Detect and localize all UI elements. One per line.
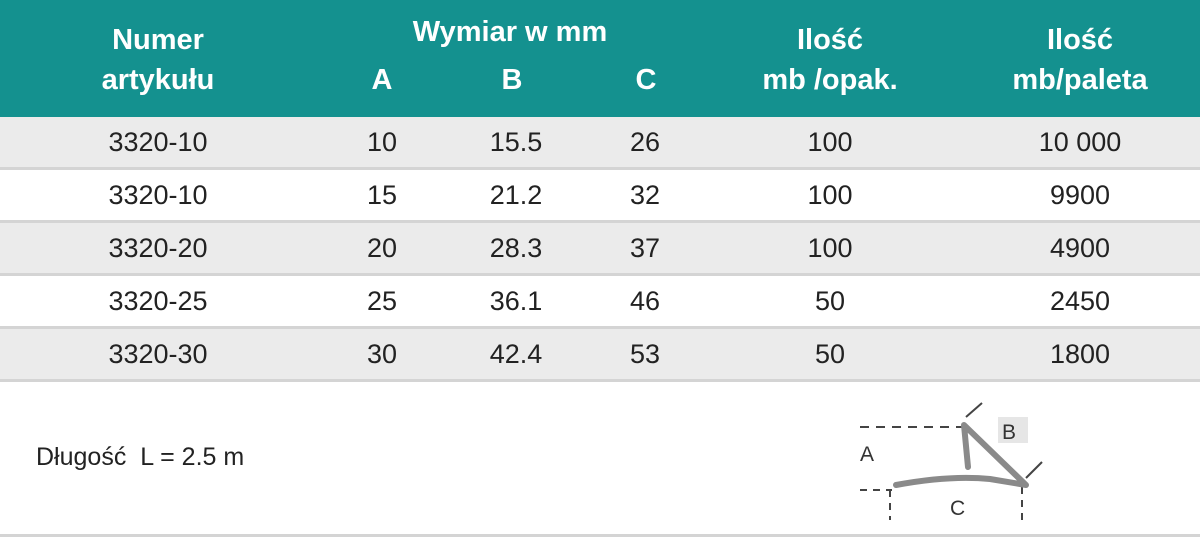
- table-row: 3320-10 10 15.5 26 100 10 000: [0, 117, 1200, 170]
- cell-dim-c: 26: [629, 127, 661, 157]
- table-header: Numer artykułu Wymiar w mm A B C Ilość m…: [0, 0, 1200, 117]
- header-qty-pack-line2: mb /opak.: [762, 64, 898, 96]
- header-article-line2: artykułu: [101, 64, 215, 96]
- table-row: 3320-25 25 36.1 46 50 2450: [0, 276, 1200, 329]
- cell-dim-a: 10: [366, 127, 398, 157]
- dim-guide-b-top: [965, 402, 983, 418]
- cell-article: 3320-30: [108, 339, 208, 369]
- cell-qty-pallet: 10 000: [1038, 127, 1122, 157]
- cell-article: 3320-10: [108, 180, 208, 210]
- cell-qty-pack: 100: [807, 233, 853, 263]
- header-dim-c: C: [635, 64, 657, 96]
- length-label: Długość L = 2.5 m: [36, 443, 245, 471]
- cell-dim-b: 21.2: [489, 180, 543, 210]
- cell-dim-c: 53: [629, 339, 661, 369]
- header-qty-per-pallet: Ilość mb/paleta: [960, 20, 1200, 100]
- cell-qty-pallet: 2450: [1049, 286, 1111, 316]
- profile-shape: [893, 422, 1029, 488]
- cell-qty-pack: 50: [814, 286, 846, 316]
- bottom-divider: [0, 534, 1200, 537]
- header-dim-a: A: [371, 64, 393, 96]
- cell-dim-c: 37: [629, 233, 661, 263]
- header-article-line1: Numer: [112, 24, 204, 56]
- cell-dim-b: 15.5: [489, 127, 543, 157]
- cell-dim-b: 28.3: [489, 233, 543, 263]
- cell-article: 3320-10: [108, 127, 208, 157]
- cell-qty-pallet: 1800: [1049, 339, 1111, 369]
- cell-qty-pallet: 9900: [1049, 180, 1111, 210]
- cell-dim-b: 42.4: [489, 339, 543, 369]
- cell-qty-pack: 50: [814, 339, 846, 369]
- header-qty-pallet-line2: mb/paleta: [1012, 64, 1148, 96]
- cell-dim-a: 30: [366, 339, 398, 369]
- cell-qty-pack: 100: [807, 127, 853, 157]
- diagram-label-c: C: [950, 497, 965, 520]
- profile-cross-section-diagram: A B C: [860, 402, 1043, 520]
- header-dim-b: B: [501, 64, 523, 96]
- cell-dim-a: 15: [366, 180, 398, 210]
- diagram-label-b-bg: [998, 417, 1028, 443]
- header-qty-pallet-line1: Ilość: [1046, 24, 1114, 56]
- header-article-number: Numer artykułu: [58, 20, 258, 100]
- table-row: 3320-20 20 28.3 37 100 4900: [0, 223, 1200, 276]
- diagram-label-b: B: [1002, 421, 1016, 444]
- cell-dim-c: 46: [629, 286, 661, 316]
- cell-dim-a: 25: [366, 286, 398, 316]
- table-body: 3320-10 10 15.5 26 100 10 000 3320-10 15…: [0, 117, 1200, 382]
- cell-dim-c: 32: [629, 180, 661, 210]
- header-qty-pack-line1: Ilość: [796, 24, 864, 56]
- cell-article: 3320-25: [108, 286, 208, 316]
- header-dimension-title: Wymiar w mm: [412, 16, 608, 48]
- cell-qty-pallet: 4900: [1049, 233, 1111, 263]
- cell-qty-pack: 100: [807, 180, 853, 210]
- cell-article: 3320-20: [108, 233, 208, 263]
- cell-dim-b: 36.1: [489, 286, 543, 316]
- cell-dim-a: 20: [366, 233, 398, 263]
- dim-guide-b-right: [1025, 461, 1043, 479]
- diagram-label-a: A: [860, 443, 874, 466]
- table-row: 3320-30 30 42.4 53 50 1800: [0, 329, 1200, 382]
- header-qty-per-pack: Ilość mb /opak.: [710, 20, 950, 100]
- table-row: 3320-10 15 21.2 32 100 9900: [0, 170, 1200, 223]
